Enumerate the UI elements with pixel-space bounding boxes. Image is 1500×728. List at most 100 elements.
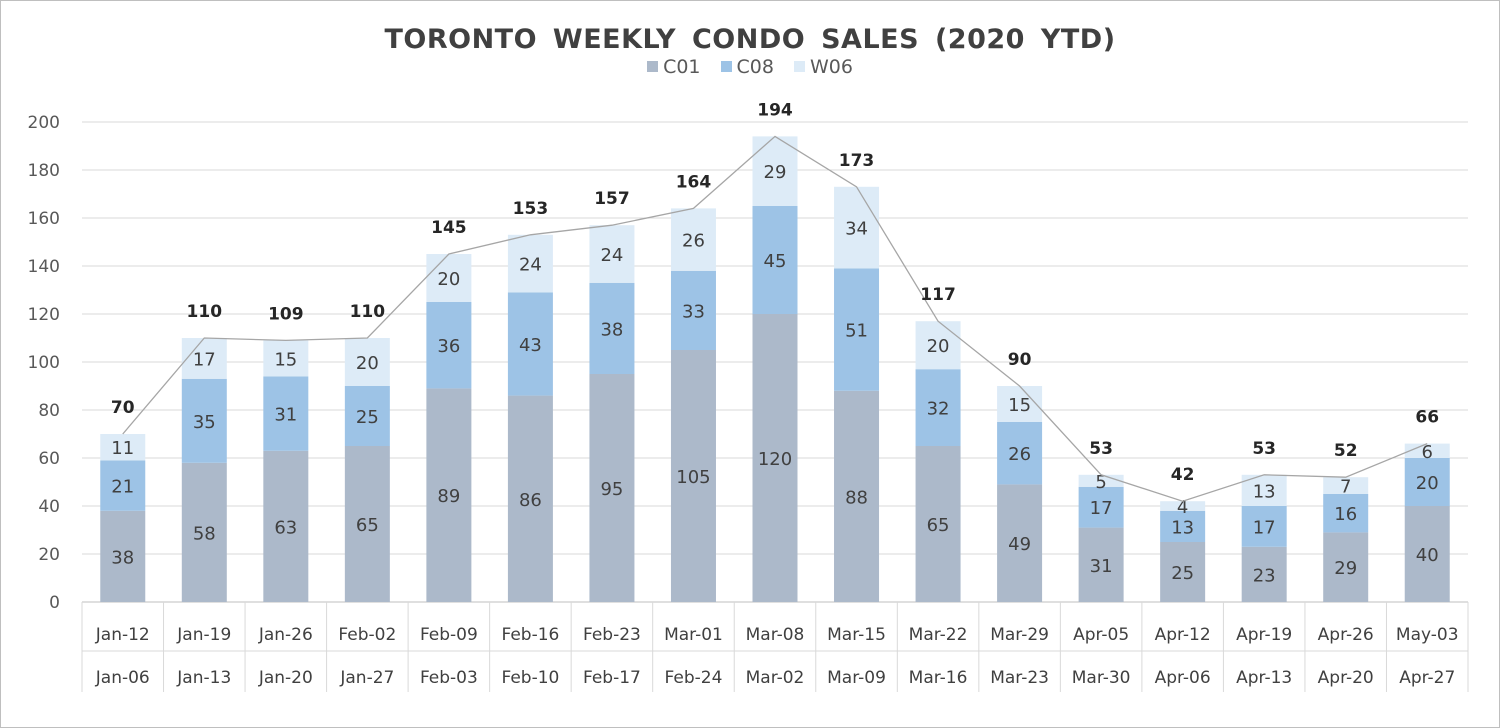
bar-value-label: 17 [1253,517,1276,538]
bar-value-label: 23 [1253,565,1276,586]
bar-c01 [1078,527,1124,602]
x-tick-sublabel: Feb-03 [420,668,478,688]
bar-value-label: 63 [274,517,297,538]
y-tick-label: 0 [49,593,60,613]
bar-w06 [670,208,716,271]
y-tick-label: 180 [28,161,60,181]
bar-value-label: 4 [1177,497,1188,518]
bar-c08 [834,268,880,391]
bar-c01 [915,446,961,602]
x-tick-label: Mar-08 [746,625,805,645]
bar-c01 [344,446,390,602]
bar-value-label: 6 [1422,442,1433,463]
bar-c01 [263,450,309,602]
bar-w06 [834,186,880,269]
bar-value-label: 36 [437,336,460,357]
x-tick-sublabel: Jan-13 [176,668,231,688]
bar-c08 [1404,458,1450,506]
bar-value-label: 13 [1171,517,1194,538]
total-label: 42 [1171,465,1195,485]
x-tick-label: Jan-12 [95,625,150,645]
bar-value-label: 38 [111,547,134,568]
x-tick-sublabel: Jan-20 [258,668,313,688]
bar-value-label: 120 [758,449,792,470]
bar-value-label: 33 [682,301,705,322]
bar-value-label: 16 [1334,504,1357,525]
x-tick-sublabel: Apr-06 [1155,668,1211,688]
x-tick-sublabel: Feb-24 [665,668,723,688]
bar-w06 [100,434,146,461]
bar-value-label: 65 [356,515,379,536]
legend-swatch [793,61,805,72]
x-tick-label: Apr-26 [1318,625,1374,645]
total-label: 194 [757,100,793,120]
bar-w06 [181,338,227,379]
total-label: 157 [594,189,630,209]
bar-c01 [1323,532,1369,602]
total-line [122,135,1428,502]
x-tick-label: Jan-26 [258,625,313,645]
total-label: 52 [1334,441,1358,461]
bar-c01 [834,390,880,602]
x-tick-sublabel: Mar-09 [827,668,886,688]
x-tick-label: Mar-29 [990,625,1049,645]
bar-value-label: 7 [1340,477,1351,498]
x-tick-label: Apr-19 [1236,625,1292,645]
bar-value-label: 26 [682,231,705,252]
bar-c01 [100,510,146,602]
y-tick-label: 120 [28,305,60,325]
total-label: 53 [1252,439,1276,459]
bar-value-label: 29 [764,162,787,183]
x-tick-label: Feb-16 [501,625,559,645]
bar-c01 [752,314,798,602]
total-label: 145 [431,218,467,238]
bar-w06 [507,234,553,293]
bar-value-label: 21 [111,477,134,498]
x-tick-sublabel: Mar-30 [1072,668,1131,688]
total-label: 110 [187,302,223,322]
x-tick-sublabel: Feb-10 [501,668,559,688]
bar-value-label: 95 [600,479,623,500]
bar-c01 [507,395,553,602]
legend-label: C01 [663,56,701,78]
bar-w06 [589,225,635,283]
legend-label: C08 [736,56,774,78]
bar-w06 [344,338,390,386]
x-tick-sublabel: Jan-06 [95,668,150,688]
bar-c08 [100,460,146,511]
bar-value-label: 105 [676,467,710,488]
x-tick-sublabel: Apr-13 [1236,668,1292,688]
bar-value-label: 15 [1008,395,1031,416]
legend-item-c08: C08 [720,56,774,78]
x-tick-label: Jan-19 [176,625,231,645]
x-tick-label: Mar-01 [664,625,723,645]
bar-value-label: 26 [1008,444,1031,465]
bar-value-label: 20 [927,336,950,357]
bar-c08 [752,206,798,314]
bar-c01 [670,350,716,602]
y-tick-label: 40 [38,497,60,517]
y-tick-label: 100 [28,353,60,373]
bar-c01 [181,462,227,602]
bar-w06 [1404,443,1450,458]
chart-title: TORONTO WEEKLY CONDO SALES (2020 YTD) [384,24,1116,55]
bar-value-label: 65 [927,515,950,536]
total-label: 109 [268,304,304,324]
x-tick-label: Apr-05 [1073,625,1129,645]
bar-c08 [344,386,390,446]
x-tick-label: Mar-15 [827,625,886,645]
bar-value-label: 49 [1008,534,1031,555]
bar-c08 [1241,506,1287,547]
y-tick-label: 80 [38,401,60,421]
y-tick-label: 160 [28,209,60,229]
legend-item-w06: W06 [793,56,853,78]
bar-c01 [1160,542,1206,602]
bar-c08 [1078,486,1124,528]
bar-value-label: 32 [927,399,950,420]
bar-value-label: 31 [1090,556,1113,577]
x-tick-sublabel: Jan-27 [339,668,394,688]
bar-c08 [263,376,309,451]
bar-w06 [1323,477,1369,494]
bar-c08 [507,292,553,396]
bar-c08 [997,422,1043,485]
